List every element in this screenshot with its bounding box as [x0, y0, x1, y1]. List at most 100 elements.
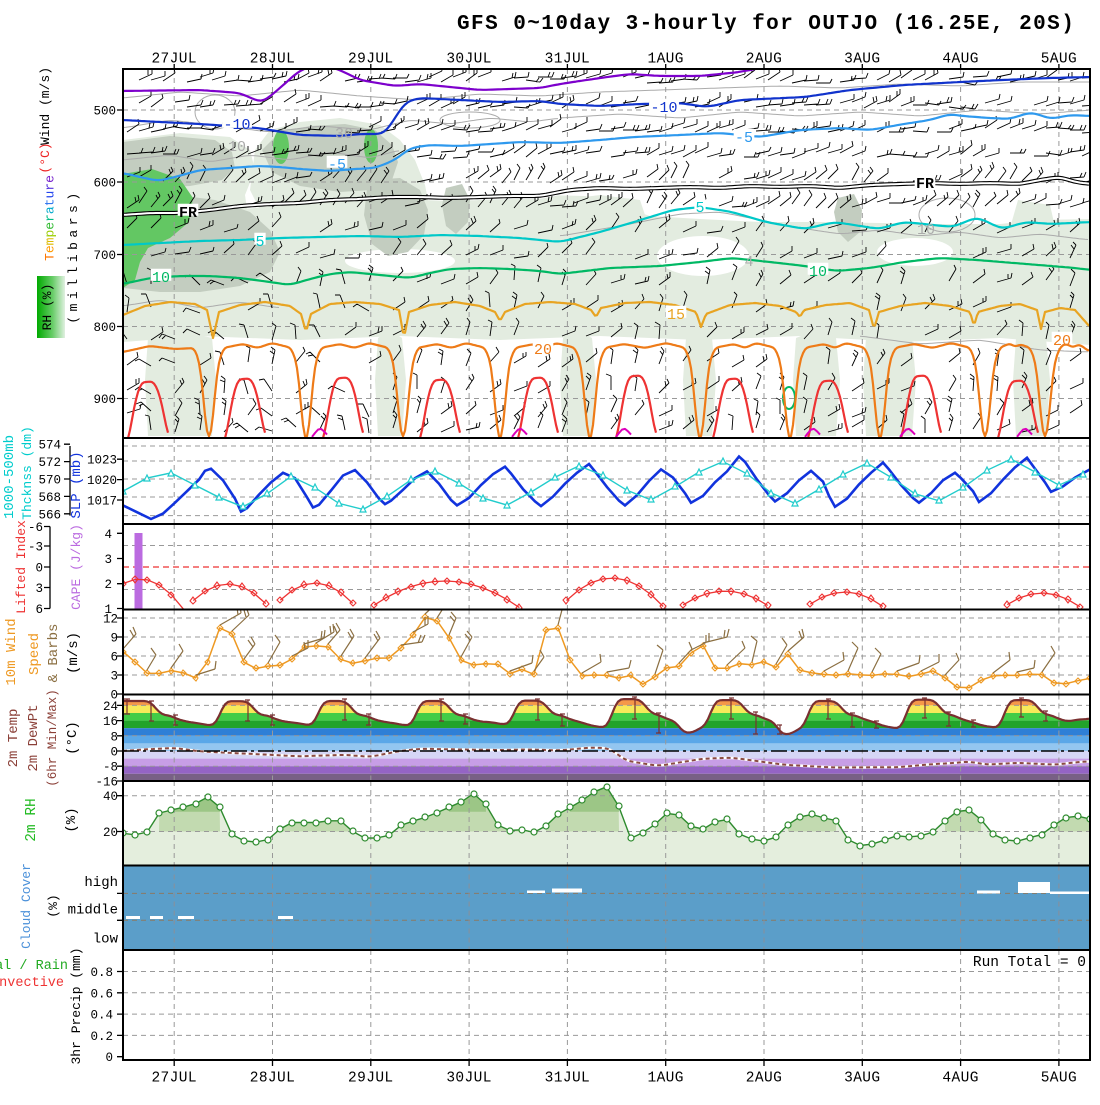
svg-text:12: 12 [103, 613, 118, 627]
svg-text:5: 5 [255, 234, 264, 251]
svg-text:RH (%): RH (%) [40, 284, 55, 331]
svg-text:0.4: 0.4 [90, 1009, 113, 1023]
svg-text:1: 1 [104, 603, 112, 617]
svg-text:(%): (%) [46, 894, 61, 917]
svg-text:T: T [43, 253, 58, 261]
svg-text:a: a [43, 206, 58, 214]
svg-text:28JUL: 28JUL [250, 52, 296, 68]
svg-text:p: p [43, 230, 58, 238]
svg-text:(°C): (°C) [38, 142, 53, 173]
svg-text:4: 4 [744, 254, 753, 271]
svg-text:(6hr Min/Max): (6hr Min/Max) [46, 689, 60, 787]
svg-text:700: 700 [93, 249, 116, 263]
svg-text:31JUL: 31JUL [545, 52, 591, 68]
svg-text:0: 0 [110, 689, 118, 703]
svg-text:GFS 0~10day 3-hourly for OUTJO: GFS 0~10day 3-hourly for OUTJO (16.25E, … [457, 13, 1075, 36]
svg-text:(%): (%) [64, 807, 80, 832]
svg-text:8: 8 [110, 730, 118, 744]
svg-text:4AUG: 4AUG [942, 1071, 978, 1087]
svg-text:-5: -5 [735, 130, 753, 147]
svg-text:5AUG: 5AUG [1041, 1071, 1077, 1087]
svg-text:568: 568 [38, 491, 61, 505]
svg-text:10m Wind: 10m Wind [4, 618, 20, 685]
svg-text:15: 15 [667, 307, 685, 324]
svg-text:27JUL: 27JUL [151, 1071, 197, 1087]
svg-text:-6: -6 [28, 521, 43, 535]
svg-text:0.8: 0.8 [90, 966, 113, 980]
svg-text:31JUL: 31JUL [545, 1071, 591, 1087]
svg-text:r: r [43, 214, 58, 222]
svg-text:3: 3 [104, 553, 112, 567]
svg-text:574: 574 [38, 439, 61, 453]
svg-text:r: r [43, 183, 58, 191]
svg-text:10: 10 [917, 222, 935, 239]
svg-text:(°C): (°C) [65, 721, 81, 755]
svg-text:20: 20 [103, 826, 118, 840]
svg-text:800: 800 [93, 321, 116, 335]
svg-text:5: 5 [695, 200, 704, 217]
svg-text:40: 40 [103, 790, 118, 804]
svg-text:16: 16 [103, 715, 118, 729]
svg-text:3hr Precip (mm): 3hr Precip (mm) [69, 947, 84, 1064]
svg-text:2: 2 [104, 578, 112, 592]
svg-text:1AUG: 1AUG [647, 52, 683, 68]
svg-text:-3: -3 [28, 541, 43, 555]
svg-text:30: 30 [335, 126, 353, 143]
svg-text:1AUG: 1AUG [647, 1071, 683, 1087]
svg-text:1000-500mb: 1000-500mb [2, 435, 18, 519]
svg-text:(m/s): (m/s) [66, 632, 82, 674]
svg-text:middle: middle [68, 903, 118, 919]
svg-text:e: e [43, 245, 58, 253]
svg-text:572: 572 [38, 456, 61, 470]
svg-text:Convective: Convective [0, 976, 64, 991]
svg-text:t: t [43, 198, 58, 206]
svg-text:-5: -5 [328, 157, 346, 174]
svg-text:900: 900 [93, 393, 116, 407]
svg-text:m: m [43, 237, 58, 245]
svg-text:1017: 1017 [87, 495, 117, 509]
svg-text:30JUL: 30JUL [446, 52, 492, 68]
svg-text:28JUL: 28JUL [250, 1071, 296, 1087]
svg-text:10: 10 [228, 139, 246, 156]
svg-text:20: 20 [1053, 333, 1071, 350]
svg-text:20: 20 [534, 342, 552, 359]
svg-text:6: 6 [110, 651, 118, 665]
svg-text:5AUG: 5AUG [1041, 52, 1077, 68]
svg-text:& Barbs: & Barbs [46, 624, 62, 683]
svg-text:10: 10 [809, 264, 827, 281]
svg-text:Wind (m/s): Wind (m/s) [38, 67, 53, 145]
svg-text:2m RH: 2m RH [24, 798, 40, 842]
svg-text:566: 566 [38, 508, 61, 522]
svg-text:CAPE (J/kg): CAPE (J/kg) [69, 524, 84, 610]
svg-text:e: e [43, 175, 58, 183]
svg-text:29JUL: 29JUL [348, 1071, 394, 1087]
svg-text:high: high [84, 875, 118, 891]
svg-text:570: 570 [38, 474, 61, 488]
svg-text:2m DewPt: 2m DewPt [26, 704, 42, 771]
svg-text:(millibars): (millibars) [66, 188, 81, 323]
svg-text:Speed: Speed [27, 633, 43, 675]
svg-text:9: 9 [110, 632, 118, 646]
svg-text:4: 4 [104, 528, 112, 542]
svg-text:1023: 1023 [87, 454, 117, 468]
svg-text:FR: FR [916, 176, 934, 193]
svg-text:0.6: 0.6 [90, 987, 113, 1001]
svg-text:2m Temp: 2m Temp [6, 709, 22, 768]
svg-text:Thcknss (dm): Thcknss (dm) [20, 426, 35, 520]
svg-text:0: 0 [110, 746, 118, 760]
svg-text:-16: -16 [95, 776, 118, 790]
svg-text:27JUL: 27JUL [151, 52, 197, 68]
svg-text:3AUG: 3AUG [844, 52, 880, 68]
svg-text:600: 600 [93, 177, 116, 191]
svg-text:0: 0 [105, 1051, 113, 1065]
svg-text:29JUL: 29JUL [348, 52, 394, 68]
svg-text:Run Total = 0: Run Total = 0 [973, 955, 1086, 971]
svg-text:0.2: 0.2 [90, 1030, 113, 1044]
svg-text:FR: FR [179, 205, 197, 222]
svg-text:2AUG: 2AUG [746, 1071, 782, 1087]
svg-text:Total / Rain: Total / Rain [0, 959, 68, 974]
svg-text:1020: 1020 [87, 474, 117, 488]
svg-text:-8: -8 [103, 761, 118, 775]
svg-text:3AUG: 3AUG [844, 1071, 880, 1087]
svg-text:-10: -10 [650, 100, 677, 117]
